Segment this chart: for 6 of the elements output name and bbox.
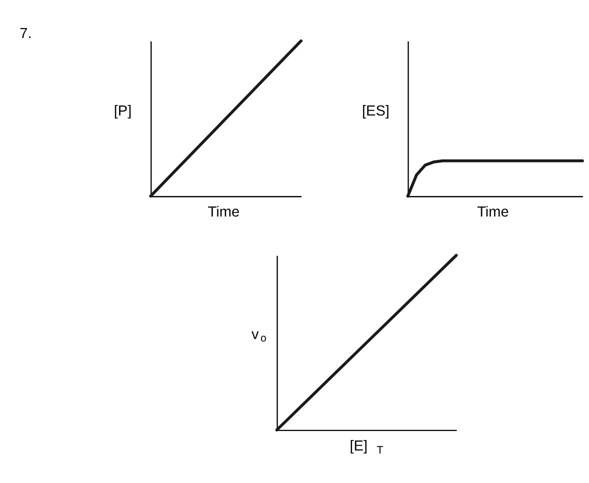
text: 7. (20, 26, 32, 42)
x-axis-title: Time (208, 204, 240, 221)
x-axis-title: [E]T (350, 438, 384, 456)
x-axis-title: Time (477, 204, 509, 221)
y-axis-title: [P] (114, 104, 132, 120)
y-axis-title: [ES] (362, 104, 390, 120)
